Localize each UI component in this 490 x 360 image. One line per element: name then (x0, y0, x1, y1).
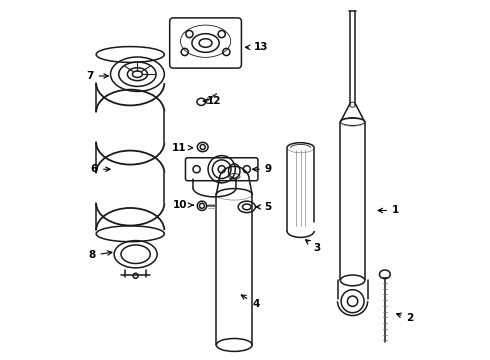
Text: 1: 1 (378, 206, 399, 216)
Text: 12: 12 (203, 96, 222, 106)
Text: 5: 5 (256, 202, 272, 212)
Text: 7: 7 (86, 71, 108, 81)
Text: 10: 10 (173, 200, 194, 210)
Text: 3: 3 (306, 240, 320, 253)
Text: 11: 11 (172, 143, 193, 153)
Text: 6: 6 (91, 164, 110, 174)
Text: 9: 9 (253, 164, 272, 174)
Text: 4: 4 (241, 295, 259, 309)
Text: 8: 8 (88, 250, 112, 260)
Text: 2: 2 (396, 313, 414, 323)
Text: 13: 13 (245, 42, 269, 52)
